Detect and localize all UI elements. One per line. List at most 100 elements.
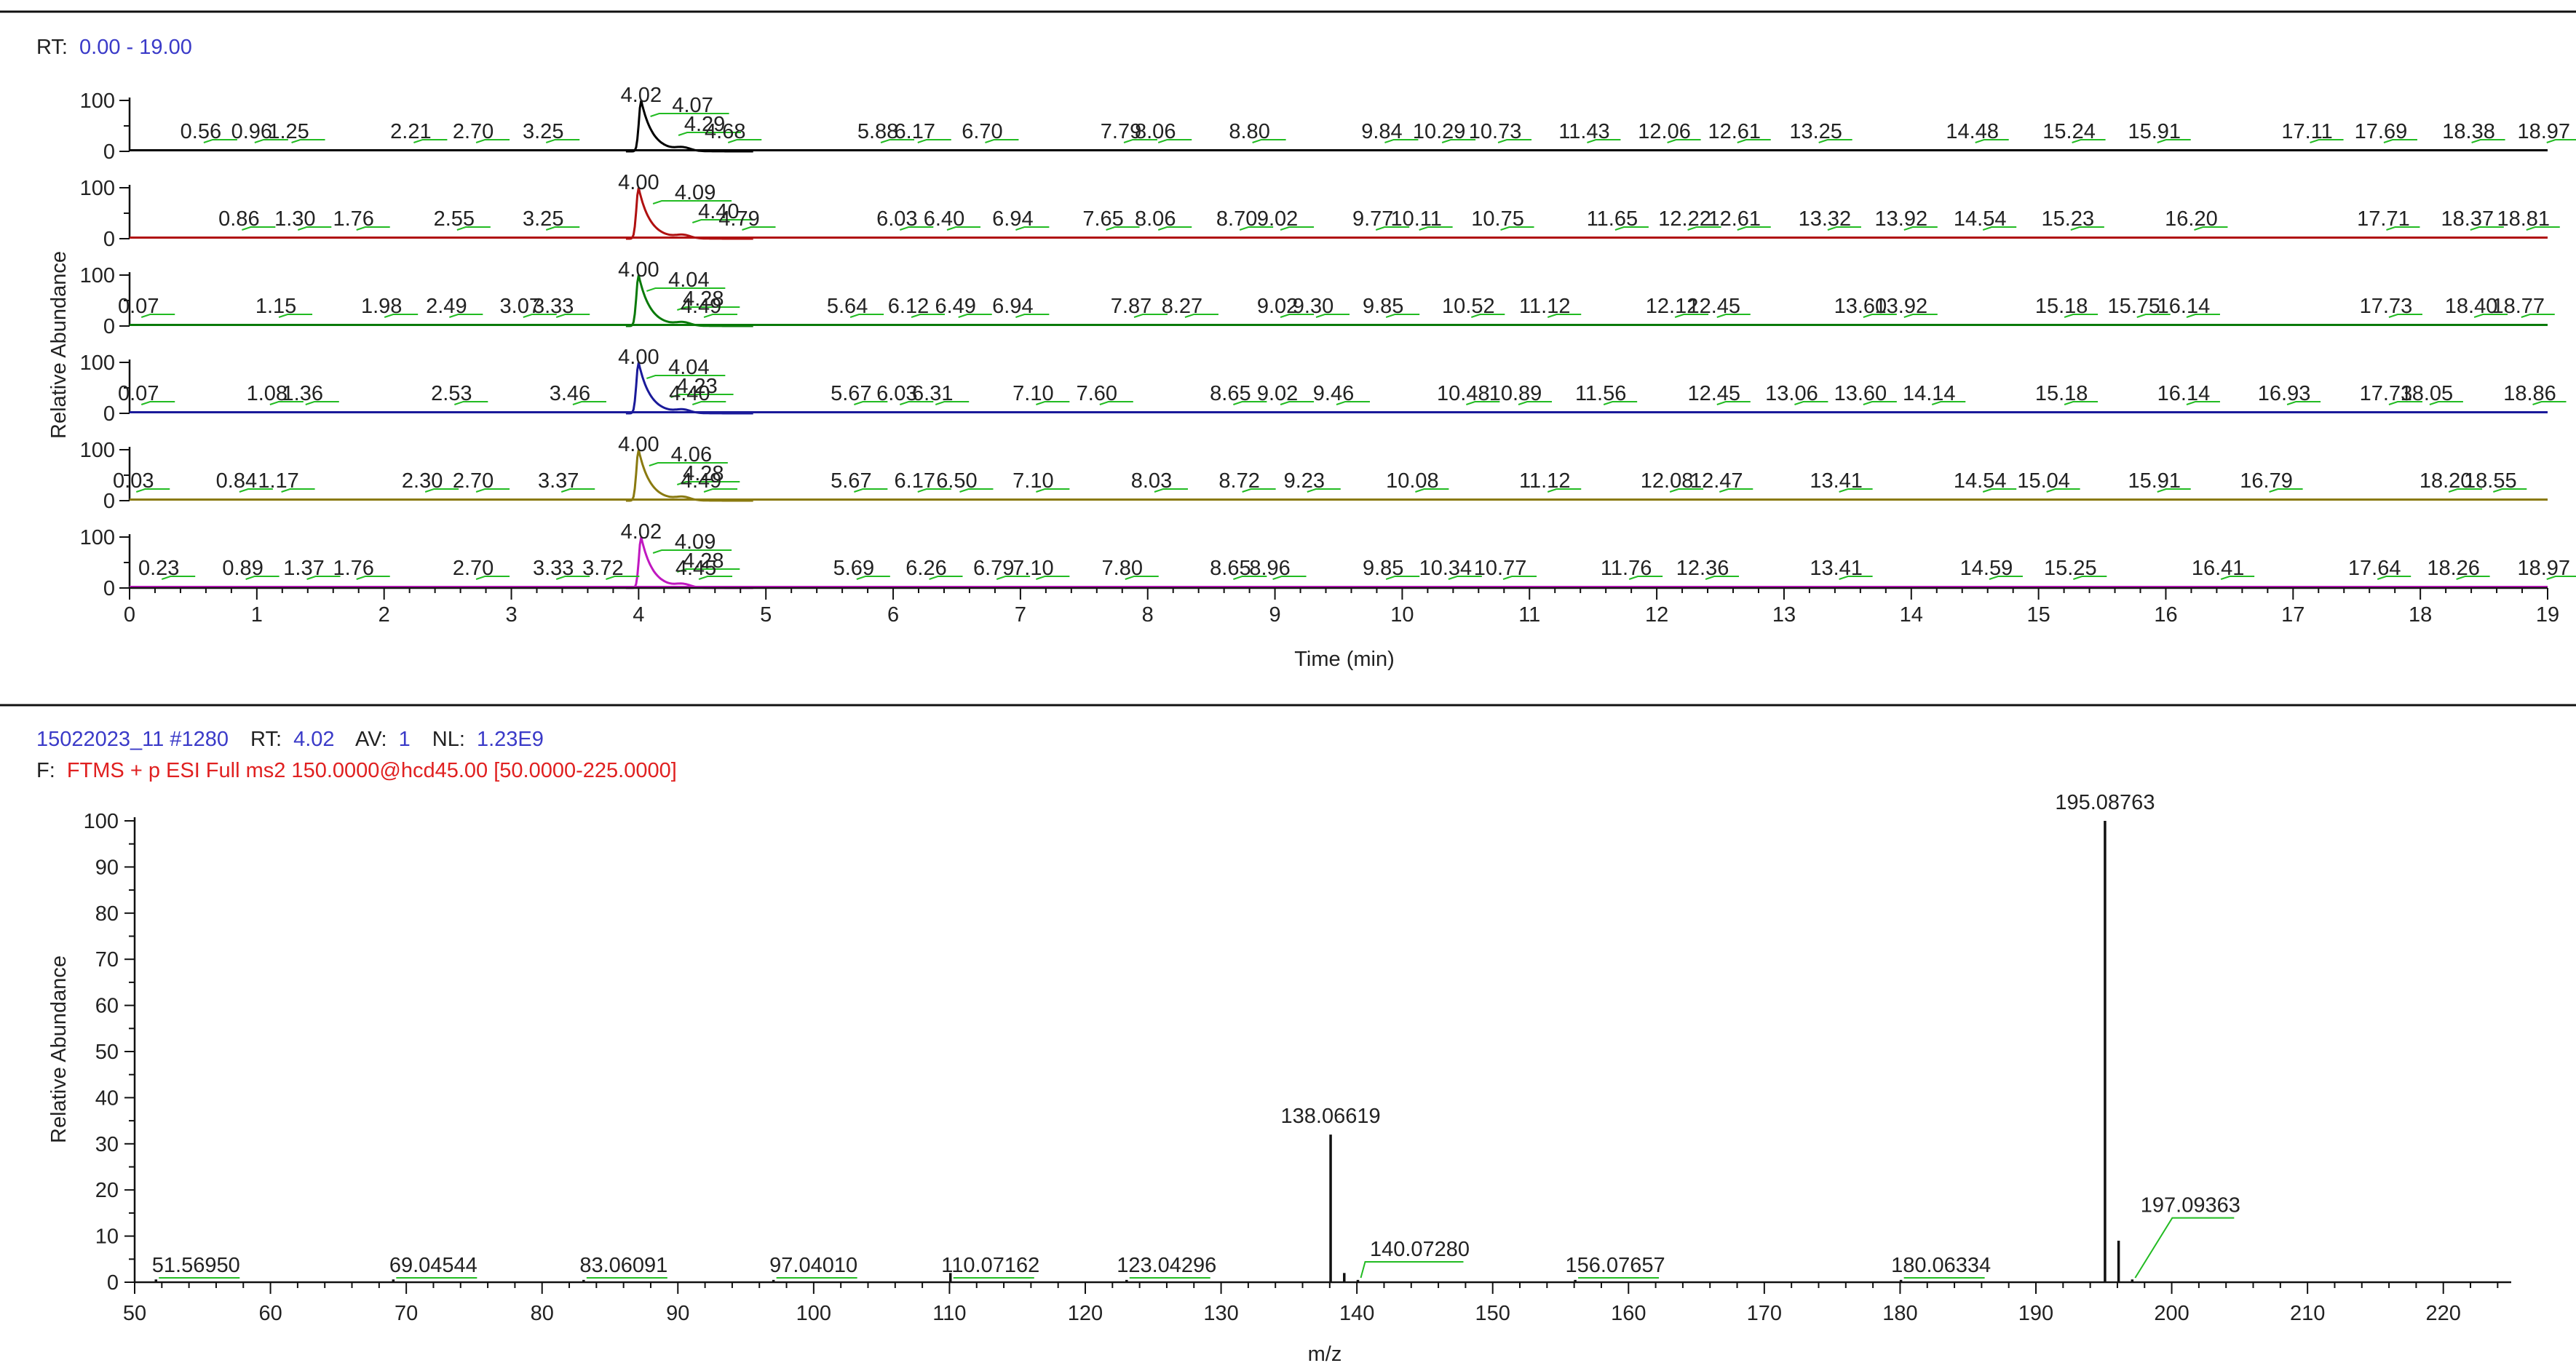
peak-label-leader xyxy=(161,576,196,580)
peak-label: 13.41 xyxy=(1810,557,1863,580)
peak-label: 17.64 xyxy=(2348,557,2401,580)
peak-label-leader xyxy=(545,226,580,231)
chromatogram-x-axis: 0 1 2 3 4 5 6 7 8 9 10 11 12 13 14 15 16 17 18 19 xyxy=(124,587,2559,627)
y-tick-label: 60 xyxy=(95,995,119,1018)
peak-label: 6.79 xyxy=(973,557,1014,580)
peak-label-leader xyxy=(1547,488,1582,493)
x-tick-label: 50 xyxy=(123,1302,146,1325)
peak-label: 4.07 xyxy=(672,94,713,117)
peak-label: 8.65 xyxy=(1210,557,1251,580)
peak-label: 18.20 xyxy=(2420,469,2473,493)
x-tick-label: 3 xyxy=(505,603,517,627)
peak-label: 1.98 xyxy=(361,295,402,318)
panel-y-tick-label-0: 0 xyxy=(103,315,115,338)
peak-label: 7.80 xyxy=(1102,557,1143,580)
spectrum-peak-label: 83.06091 xyxy=(579,1254,667,1277)
filter-label: F: xyxy=(36,759,55,782)
peak-label: 0.07 xyxy=(118,382,159,405)
peak-label: 4.45 xyxy=(675,557,716,580)
peak-label: 16.14 xyxy=(2157,295,2211,318)
series-peak-trace xyxy=(625,449,753,502)
peak-label-leader xyxy=(281,488,315,493)
peak-label-leader xyxy=(2064,401,2099,405)
peak-label-leader xyxy=(646,375,726,379)
peak-label: 4.40 xyxy=(698,200,739,223)
peak-label: 6.31 xyxy=(912,382,953,405)
spectrum-peak-label: 123.04296 xyxy=(1117,1254,1216,1277)
peak-label-leader xyxy=(1497,139,1532,143)
peak-label: 14.59 xyxy=(1960,557,2013,580)
peak-label-leader xyxy=(856,576,890,580)
peak-label-leader xyxy=(1360,1261,1464,1279)
peak-label-leader xyxy=(140,314,175,318)
peak-label-leader xyxy=(291,139,325,143)
peak-label-leader xyxy=(678,132,742,136)
peak-label: 5.67 xyxy=(831,469,871,493)
peak-label: 4.06 xyxy=(671,443,712,466)
peak-label: 4.28 xyxy=(683,549,724,573)
peak-label: 0.56 xyxy=(181,120,221,143)
peak-label: 13.60 xyxy=(1834,382,1887,405)
peak-label: 18.38 xyxy=(2442,120,2495,143)
x-tick-label: 190 xyxy=(2018,1302,2053,1325)
peak-label-leader xyxy=(677,306,740,311)
peak-label: 18.97 xyxy=(2517,557,2570,580)
peak-label: 0.23 xyxy=(138,557,179,580)
peak-label: 15.24 xyxy=(2042,120,2096,143)
peak-label-leader xyxy=(1307,488,1341,493)
x-tick-label: 19 xyxy=(2536,603,2559,627)
spectrum-peak-label: 138.06619 xyxy=(1281,1105,1381,1128)
peak-label: 8.03 xyxy=(1131,469,1172,493)
peak-label-leader xyxy=(1716,314,1751,318)
peak-label-leader xyxy=(2046,488,2080,493)
peak-label-leader xyxy=(849,314,884,318)
peak-label: 16.41 xyxy=(2192,557,2245,580)
chromatogram-panel-3: 100 0 4.00 4.044.28 0.07 1.15 1.98 2.49 3.073.33… xyxy=(80,258,2555,338)
peak-label-leader xyxy=(703,488,738,493)
peak-label: 12.45 xyxy=(1687,295,1740,318)
peak-label: 6.03 xyxy=(876,382,917,405)
peak-label-leader xyxy=(854,488,888,493)
peak-label: 4.04 xyxy=(668,269,709,292)
peak-label-leader xyxy=(985,139,1019,143)
panel-y-tick-label-0: 0 xyxy=(103,228,115,251)
mass-spectrum: 0 10 20 30 40 50 60 70 80 90 100 50 60 70 80 90 100 110 12… xyxy=(84,791,2511,1325)
peak-label-leader xyxy=(854,401,888,405)
peak-label-leader xyxy=(1518,401,1553,405)
peak-label-leader xyxy=(703,314,738,318)
peak-label-leader xyxy=(1500,226,1534,231)
peak-label-leader xyxy=(1036,401,1070,405)
chromatogram-panel-4: 100 0 4.00 4.044.23 0.07 1.081.36 2.53 3.46 4.40… xyxy=(80,346,2567,426)
y-tick-label: 40 xyxy=(95,1086,119,1110)
peak-label-leader xyxy=(2526,226,2560,231)
peak-label-leader xyxy=(1015,226,1050,231)
peak-label: 4.49 xyxy=(681,469,721,493)
peak-label-leader xyxy=(1982,226,2017,231)
peak-label: 7.65 xyxy=(1082,207,1123,231)
peak-label: 12.61 xyxy=(1708,120,1761,143)
peak-label: 4.28 xyxy=(683,462,724,485)
peak-label-leader xyxy=(454,401,488,405)
peak-label: 17.69 xyxy=(2355,120,2408,143)
peak-label: 11.12 xyxy=(1519,469,1570,493)
peak-label: 8.96 xyxy=(1249,557,1290,580)
peak-label-leader xyxy=(1674,314,1709,318)
x-tick-label: 120 xyxy=(1068,1302,1103,1325)
peak-label: 4.04 xyxy=(668,356,709,379)
peak-label: 8.65 xyxy=(1210,382,1251,405)
peak-label-leader xyxy=(742,226,776,231)
peak-label-leader xyxy=(555,576,590,580)
peak-label: 2.53 xyxy=(431,382,472,405)
peak-label: 6.12 xyxy=(888,295,929,318)
peak-label: 1.17 xyxy=(258,469,298,493)
spectrum-peak-label: 97.04010 xyxy=(769,1254,857,1277)
peak-label: 10.89 xyxy=(1489,382,1542,405)
peak-label-leader xyxy=(946,226,980,231)
peak-label: 9.02 xyxy=(1257,207,1298,231)
peak-label-leader xyxy=(1466,401,1500,405)
peak-label-leader xyxy=(1280,314,1315,318)
peak-label-leader xyxy=(1441,139,1476,143)
peak-label-leader xyxy=(2072,139,2106,143)
peak-label: 17.73 xyxy=(2360,382,2413,405)
scan-rt-label: RT: xyxy=(250,728,282,751)
